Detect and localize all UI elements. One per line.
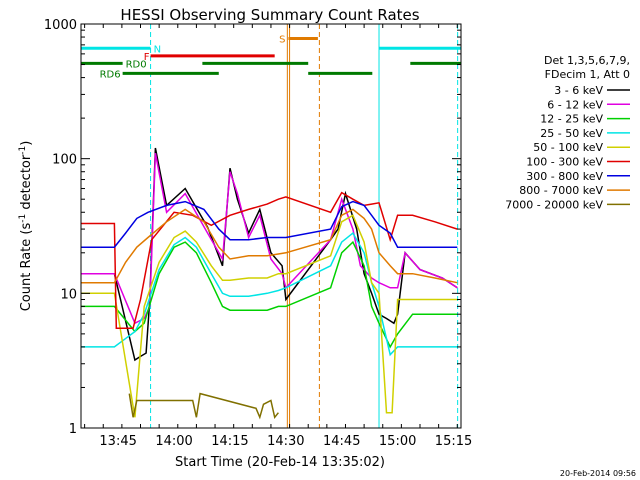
series-line-5 xyxy=(80,191,458,330)
y-axis-label-mid: detector xyxy=(19,154,34,214)
legend-label-2: 12 - 25 keV xyxy=(540,113,603,126)
x-tick-label-1430: 14:30 xyxy=(267,434,304,449)
y-tick-label-10: 10 xyxy=(60,287,77,302)
legend-label-6: 300 - 800 keV xyxy=(526,170,603,183)
series-line-4 xyxy=(80,214,458,418)
reference-lines xyxy=(150,24,459,428)
legend-header-line-2: FDecim 1, Att 0 xyxy=(545,68,630,81)
legend-label-0: 3 - 6 keV xyxy=(554,84,603,97)
legend-label-1: 6 - 12 keV xyxy=(547,98,603,111)
legend-label-7: 800 - 7000 keV xyxy=(519,184,603,197)
series-line-2 xyxy=(80,240,458,349)
legend-label-8: 7000 - 20000 keV xyxy=(505,198,603,211)
y-tick-label-1000: 1000 xyxy=(44,18,77,33)
flag-label-f: F xyxy=(144,52,150,63)
flag-label-s: S xyxy=(279,35,285,46)
series-line-7 xyxy=(80,208,458,284)
y-axis-label-sup1: -1 xyxy=(18,214,28,223)
series-lines xyxy=(80,147,458,420)
y-axis-label: Count Rate (s-1 detector-1) xyxy=(18,141,34,312)
y-axis-label-sup2: -1 xyxy=(18,146,28,155)
series-line-3 xyxy=(80,231,458,357)
x-tick-label-1415: 14:15 xyxy=(211,434,248,449)
flag-label-rd6: RD6 xyxy=(100,69,121,80)
x-axis: 13:45 14:00 14:15 14:30 14:45 15:00 15:15 xyxy=(84,24,472,449)
y-axis-label-main: Count Rate (s xyxy=(19,223,34,312)
series-line-6 xyxy=(80,200,458,248)
y-tick-label-100: 100 xyxy=(52,153,77,168)
legend-label-3: 25 - 50 keV xyxy=(540,127,603,140)
x-tick-label-1445: 14:45 xyxy=(323,434,360,449)
legend-label-5: 100 - 300 keV xyxy=(526,156,603,169)
flag-label-rd0: RD0 xyxy=(126,59,147,70)
series-line-1 xyxy=(80,152,458,325)
legend-header-line-1: Det 1,3,5,6,7,9, xyxy=(544,54,630,67)
x-axis-label: Start Time (20-Feb-14 13:35:02) xyxy=(175,455,385,470)
y-tick-label-1: 1 xyxy=(69,422,77,437)
timestamp-stamp: 20-Feb-2014 09:56 xyxy=(560,469,636,478)
series-line-8 xyxy=(128,392,279,420)
y-axis-label-end: ) xyxy=(19,141,34,146)
x-tick-label-1500: 15:00 xyxy=(379,434,416,449)
x-tick-label-1345: 13:45 xyxy=(99,434,136,449)
y-axis: 1 10 100 1000 xyxy=(44,18,461,437)
x-tick-label-1515: 15:15 xyxy=(435,434,472,449)
chart-title: HESSI Observing Summary Count Rates xyxy=(120,6,419,24)
legend-label-4: 50 - 100 keV xyxy=(533,141,603,154)
flag-label-n: N xyxy=(154,44,161,55)
plot-frame xyxy=(80,23,462,429)
x-tick-label-1400: 14:00 xyxy=(155,434,192,449)
